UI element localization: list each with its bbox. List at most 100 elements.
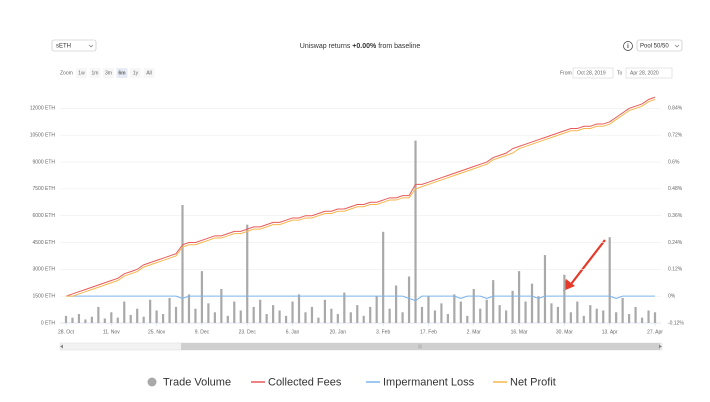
title-suffix: from baseline: [378, 43, 420, 50]
volume-bar: [161, 314, 165, 323]
zoom-option: All: [146, 70, 152, 76]
volume-bar: [265, 314, 268, 323]
volume-bar: [291, 301, 294, 323]
volume-bar: [414, 140, 417, 323]
volume-bar: [608, 237, 611, 323]
zoom-button[interactable]: [130, 68, 141, 78]
volume-bar: [407, 276, 411, 323]
volume-bar: [168, 297, 171, 323]
volume-bar: [323, 299, 327, 323]
legend-label[interactable]: Impermanent Loss: [383, 376, 475, 388]
volume-bar: [110, 312, 113, 323]
series-line: [66, 295, 655, 302]
volume-bar: [628, 314, 631, 323]
title-prefix: Uniswap returns: [300, 43, 351, 50]
y-tick-label: 9000 ETH: [32, 159, 55, 165]
volume-bar: [278, 310, 281, 323]
volume-bar: [563, 274, 566, 323]
to-input[interactable]: [625, 67, 673, 79]
volume-bar: [336, 314, 339, 323]
volume-bar: [181, 204, 184, 323]
volume-bar: [576, 301, 579, 323]
volume-bar: [401, 312, 404, 323]
volume-bar: [653, 312, 657, 323]
volume-bar: [64, 315, 68, 323]
volume-bar: [90, 316, 93, 323]
volume-bar: [123, 301, 126, 323]
x-tick-label: 23. Dec: [239, 329, 257, 335]
legend-label[interactable]: Collected Fees: [268, 376, 342, 388]
zoom-label: Zoom: [60, 70, 73, 76]
volume-bar: [498, 305, 501, 323]
volume-bar: [492, 280, 495, 323]
asset-dropdown[interactable]: [51, 39, 97, 52]
series-line: [66, 98, 656, 297]
volume-bar: [317, 317, 320, 323]
zoom-button[interactable]: [143, 68, 155, 78]
volume-bar: [330, 308, 333, 323]
volume-bar: [505, 310, 508, 323]
volume-bar: [427, 296, 430, 323]
legend-label[interactable]: Trade Volume: [163, 376, 231, 388]
volume-bar: [369, 306, 372, 323]
volume-bar: [304, 312, 307, 323]
y2-tick-label: -0.12%: [668, 320, 684, 326]
zoom-option: 1w: [78, 70, 85, 76]
pool-label: Pool 50/50: [640, 44, 669, 50]
title: Uniswap returns +0.00% from baseline: [300, 43, 421, 50]
volume-bar: [479, 308, 482, 323]
volume-bar: [259, 299, 262, 323]
volume-bar: [647, 310, 650, 323]
x-tick-label: 6. Jan: [286, 329, 300, 335]
zoom-button[interactable]: [103, 68, 114, 78]
volume-bar: [388, 308, 391, 323]
volume-bar: [394, 285, 398, 323]
volume-bar: [524, 301, 527, 323]
x-tick-label: 25. Nov: [148, 329, 166, 335]
x-tick-label: 13. Apr: [602, 329, 618, 335]
to-label: To: [617, 70, 623, 76]
dropdown-arrow: [88, 44, 94, 48]
volume-bar: [537, 296, 540, 323]
x-tick-label: 9. Dec: [195, 329, 210, 335]
volume-bar: [136, 308, 139, 323]
volume-bar: [349, 312, 352, 323]
volume-bar: [472, 289, 475, 323]
y2-tick-label: 0.24%: [668, 240, 683, 246]
volume-bar: [453, 294, 456, 323]
zoom-button[interactable]: [76, 68, 87, 78]
y2-tick-label: 0%: [668, 294, 676, 300]
asset-label: sETH: [56, 44, 71, 50]
volume-bar: [129, 314, 132, 323]
volume-bar: [375, 296, 378, 323]
volume-bar: [84, 319, 87, 323]
volume-bar: [440, 303, 443, 323]
y-tick-label: 7500 ETH: [32, 186, 55, 192]
x-tick-label: 30. Mar: [556, 329, 573, 335]
volume-bar: [589, 305, 592, 323]
pool-dropdown[interactable]: [636, 39, 683, 52]
zoom-button[interactable]: [116, 68, 128, 78]
y2-tick-label: 0.36%: [668, 213, 683, 219]
navigator-range[interactable]: [181, 343, 660, 350]
zoom-option: 1y: [133, 70, 139, 76]
volume-bar: [485, 299, 488, 323]
volume-bar: [602, 310, 605, 323]
to-date: Apr 28, 2020: [630, 70, 659, 76]
zoom-button[interactable]: [89, 68, 101, 78]
volume-bar: [595, 308, 598, 323]
dropdown-arrow: [674, 44, 680, 48]
volume-bar: [103, 318, 106, 323]
volume-bar: [356, 305, 359, 323]
volume-bar: [297, 294, 301, 323]
y-tick-label: 6000 ETH: [32, 213, 55, 219]
info-icon[interactable]: [623, 41, 633, 51]
legend-label[interactable]: Net Profit: [510, 376, 556, 388]
volume-bar: [194, 308, 197, 323]
info-glyph: i: [627, 44, 629, 50]
y2-tick-label: 0.12%: [668, 267, 683, 273]
zoom-option: 6m: [118, 70, 126, 76]
volume-bar: [233, 301, 236, 323]
from-input[interactable]: [572, 67, 614, 79]
volume-bar: [634, 306, 637, 323]
